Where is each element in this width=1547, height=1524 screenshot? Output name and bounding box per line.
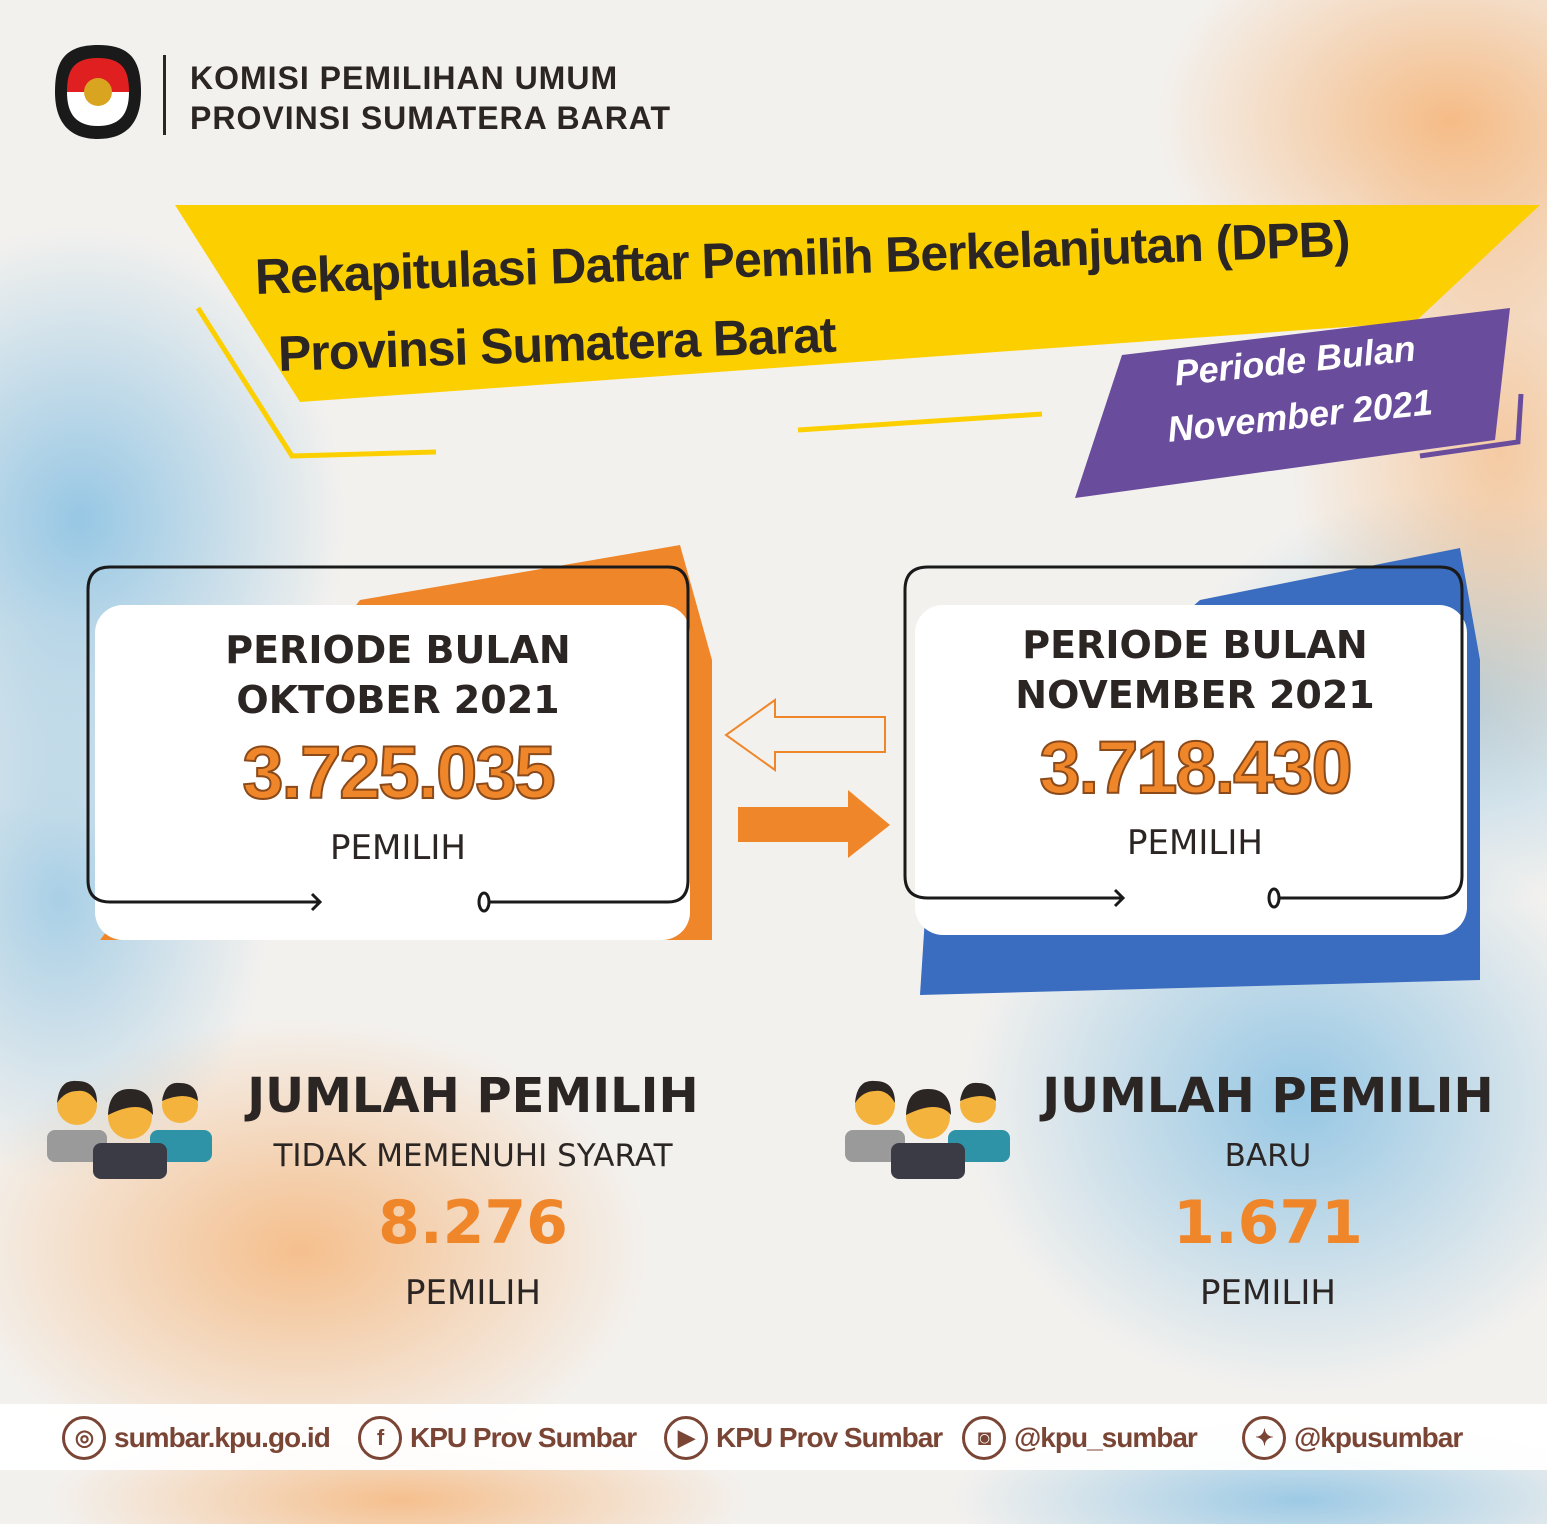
card-oktober-value: 3.725.035 xyxy=(241,730,556,815)
globe-icon: ◎ xyxy=(62,1416,106,1460)
card-shapes xyxy=(86,545,1480,995)
card-oktober-unit: PEMILIH xyxy=(330,828,466,868)
instagram-icon: ◙ xyxy=(962,1416,1006,1460)
card-november-label2: NOVEMBER 2021 xyxy=(1015,673,1375,717)
stat-tms-unit: PEMILIH xyxy=(405,1273,541,1313)
footer-social-bar: ◎ sumbar.kpu.go.id f KPU Prov Sumbar ▶ KPU … xyxy=(0,1404,1547,1470)
banner-shapes xyxy=(175,205,1540,498)
card-november-bg xyxy=(915,605,1467,935)
card-oktober-bg xyxy=(95,605,690,940)
footer-twitter-label: @kpusumbar xyxy=(1294,1422,1463,1453)
stat-baru-title: JUMLAH PEMILIH xyxy=(1042,1068,1494,1124)
stat-tms-value: 8.276 xyxy=(378,1188,568,1258)
arrow-left-icon xyxy=(724,698,886,772)
footer-facebook-link[interactable]: f KPU Prov Sumbar xyxy=(358,1416,637,1460)
stat-baru-unit: PEMILIH xyxy=(1200,1273,1336,1313)
footer-youtube-label: KPU Prov Sumbar xyxy=(716,1422,943,1453)
period-banner xyxy=(1075,308,1510,498)
footer-website-link[interactable]: ◎ sumbar.kpu.go.id xyxy=(62,1416,331,1460)
stat-baru-subtitle: BARU xyxy=(1224,1138,1312,1174)
card-november-value: 3.718.430 xyxy=(1038,725,1353,810)
stat-baru-value: 1.671 xyxy=(1173,1188,1363,1258)
kpu-logo xyxy=(55,45,141,139)
header-divider xyxy=(163,55,166,135)
card-november-unit: PEMILIH xyxy=(1127,823,1263,863)
people-group-icon xyxy=(845,1080,1010,1179)
org-name-line1: KOMISI PEMILIHAN UMUM xyxy=(190,60,619,96)
arrow-right-icon xyxy=(738,790,890,858)
org-name-line2: PROVINSI SUMATERA BARAT xyxy=(190,100,672,136)
title-banner xyxy=(175,205,1540,402)
decor-line xyxy=(1419,393,1524,459)
twitter-icon: ✦ xyxy=(1242,1416,1286,1460)
footer-website-label: sumbar.kpu.go.id xyxy=(114,1422,331,1453)
card-oktober-label1: PERIODE BULAN xyxy=(225,628,571,672)
decor-line xyxy=(195,306,437,459)
footer-twitter-link[interactable]: ✦ @kpusumbar xyxy=(1242,1416,1463,1460)
footer-instagram-label: @kpu_sumbar xyxy=(1014,1422,1198,1453)
stat-tms-subtitle: TIDAK MEMENUHI SYARAT xyxy=(273,1138,673,1174)
people-group-icon xyxy=(47,1080,212,1179)
youtube-icon: ▶ xyxy=(664,1416,708,1460)
footer-youtube-link[interactable]: ▶ KPU Prov Sumbar xyxy=(664,1416,943,1460)
stat-tms-title: JUMLAH PEMILIH xyxy=(247,1068,699,1124)
card-november-label1: PERIODE BULAN xyxy=(1022,623,1368,667)
footer-facebook-label: KPU Prov Sumbar xyxy=(410,1422,637,1453)
card-oktober-label2: OKTOBER 2021 xyxy=(236,678,560,722)
footer-instagram-link[interactable]: ◙ @kpu_sumbar xyxy=(962,1416,1198,1460)
facebook-icon: f xyxy=(358,1416,402,1460)
decor-line xyxy=(797,411,1043,433)
